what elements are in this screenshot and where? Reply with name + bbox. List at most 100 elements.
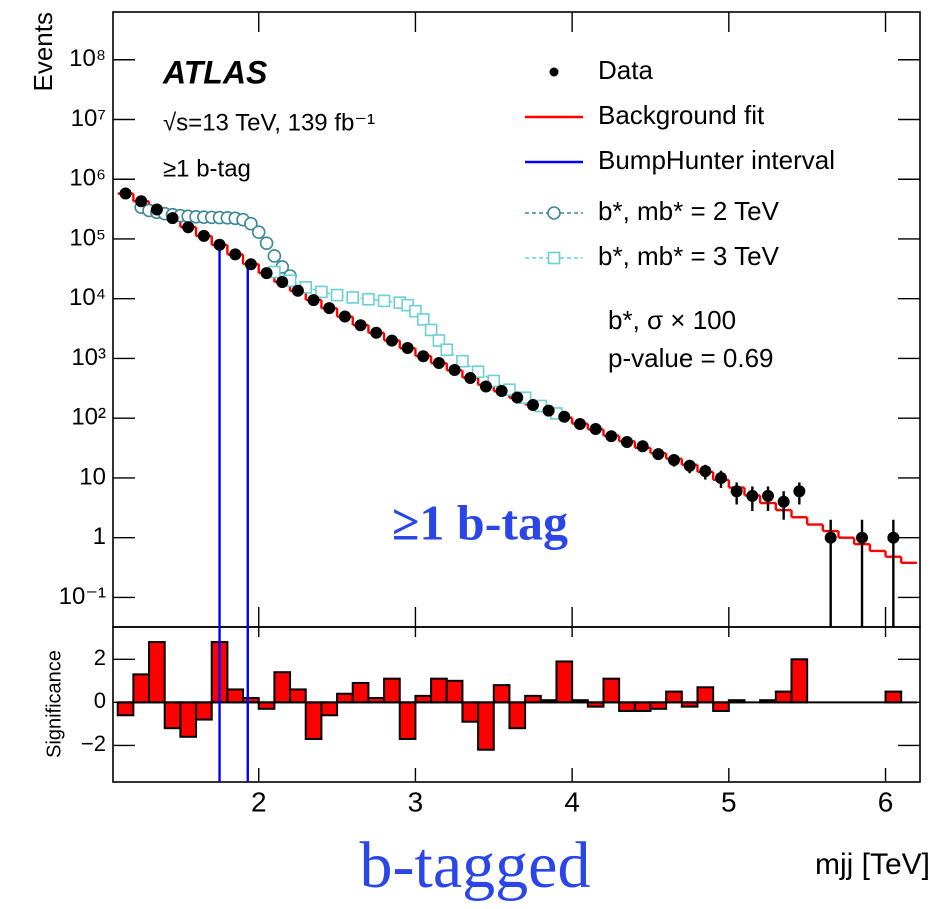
data-point	[777, 495, 790, 508]
data-point	[824, 531, 837, 544]
data-point	[166, 212, 179, 225]
data-point	[464, 372, 477, 385]
y-tick-label: 10⁴	[69, 284, 106, 311]
significance-bar	[696, 686, 715, 704]
data-point	[354, 319, 367, 332]
legend-label: b*, mb* = 2 TeV	[598, 196, 780, 226]
signal-marker	[409, 304, 422, 318]
data-point	[401, 341, 414, 354]
data-point	[370, 326, 383, 339]
signal-marker	[456, 354, 469, 368]
significance-bar	[602, 677, 621, 704]
y-tick-label: 0	[94, 688, 106, 713]
significance-bar	[774, 690, 793, 704]
x-tick-label: 5	[721, 786, 737, 817]
significance-bar	[383, 677, 401, 704]
signal-marker	[330, 288, 344, 302]
signal-marker	[259, 236, 274, 250]
significance-bar	[320, 701, 339, 717]
significance-bar	[712, 701, 730, 712]
data-point	[197, 229, 210, 242]
significance-bar	[618, 701, 636, 712]
signal-marker	[251, 225, 266, 239]
x-axis-label: mjj [TeV]	[815, 848, 930, 881]
data-point	[229, 248, 242, 261]
data-point	[260, 267, 273, 280]
significance-bar	[884, 690, 903, 704]
data-point	[182, 221, 195, 234]
y-axis-label: Significance	[43, 650, 65, 758]
data-point	[762, 489, 775, 502]
data-point	[323, 302, 336, 315]
significance-bar	[508, 701, 527, 730]
data-point	[495, 385, 508, 398]
significance-bar	[461, 701, 480, 723]
data-point	[746, 489, 759, 502]
x-tick-label: 4	[564, 786, 580, 817]
significance-bar	[179, 701, 198, 738]
signal-marker	[377, 294, 391, 308]
significance-bar	[336, 692, 354, 704]
data-point	[385, 334, 398, 347]
significance-bar	[492, 684, 511, 704]
data-point	[714, 471, 727, 484]
data-point	[558, 410, 571, 423]
data-point	[636, 440, 649, 453]
data-point	[667, 453, 680, 466]
data-point	[605, 430, 618, 443]
energy-label: √s=13 TeV, 139 fb⁻¹	[163, 109, 375, 136]
significance-bar	[633, 701, 652, 712]
significance-bar	[148, 641, 166, 704]
signal-marker	[432, 334, 446, 347]
significance-bar	[398, 701, 417, 740]
signal-marker	[244, 216, 258, 231]
data-point	[276, 276, 289, 289]
data-point	[699, 465, 712, 478]
significance-bar	[477, 701, 495, 751]
x-tick-label: 3	[408, 786, 424, 817]
signal-marker	[440, 343, 454, 357]
y-tick-label: 10⁷	[71, 105, 106, 132]
data-point	[793, 485, 806, 498]
significance-bar	[226, 688, 245, 704]
data-point	[683, 459, 696, 472]
signal-marker	[416, 313, 430, 326]
legend-label: BumpHunter interval	[598, 145, 835, 175]
data-point	[150, 203, 163, 216]
signal-marker	[424, 323, 438, 337]
y-tick-label: 10⁻¹	[59, 583, 106, 610]
legend-label: b*, mb* = 3 TeV	[598, 241, 780, 271]
data-point	[526, 399, 539, 412]
data-point	[338, 310, 351, 323]
x-tick-label: 2	[251, 786, 267, 817]
data-point	[244, 258, 257, 271]
legend-label: Background fit	[598, 100, 765, 130]
signal-marker	[315, 285, 328, 299]
data-point	[620, 435, 633, 448]
p-value-label: p-value = 0.69	[608, 343, 774, 373]
significance-bar	[116, 701, 135, 717]
legend-marker	[547, 251, 561, 265]
y-tick-label: 10⁶	[69, 165, 106, 192]
data-point	[479, 380, 492, 393]
data-point	[119, 187, 132, 200]
significance-bar	[289, 688, 307, 704]
data-point	[291, 284, 304, 297]
significance-bar	[430, 677, 448, 704]
data-point	[448, 364, 461, 377]
y-axis-label: Events	[28, 12, 58, 92]
data-point	[213, 238, 226, 251]
signal-marker	[267, 249, 282, 263]
significance-bar	[665, 690, 683, 704]
data-point	[887, 531, 900, 544]
signal-marker	[346, 291, 360, 304]
significance-bar	[445, 679, 464, 704]
y-tick-label: 10²	[71, 404, 106, 431]
legend-label: Data	[598, 55, 653, 85]
y-tick-label: 1	[93, 523, 106, 550]
y-tick-label: 10⁵	[69, 224, 106, 251]
data-point	[856, 531, 869, 544]
significance-bar	[195, 701, 213, 721]
tag-label: ≥1 b-tag	[163, 155, 251, 182]
